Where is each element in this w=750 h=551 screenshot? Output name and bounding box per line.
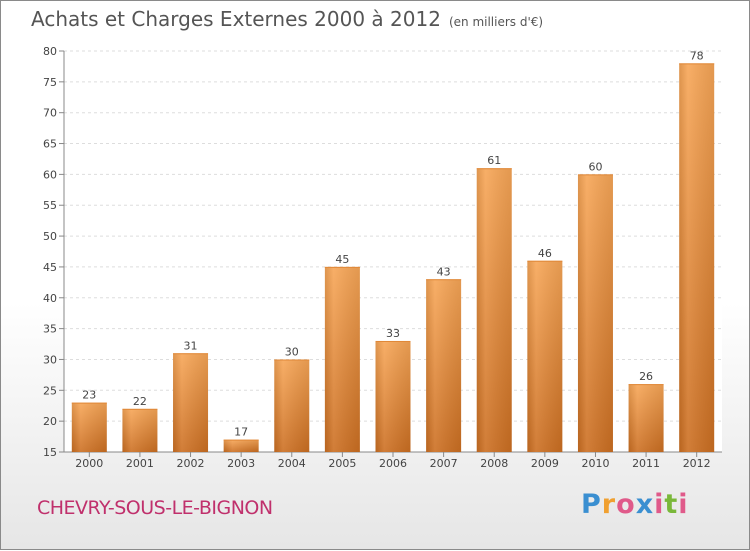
logo-letter: r [601, 489, 617, 520]
data-label: 78 [690, 49, 704, 62]
y-tick-label: 40 [43, 292, 57, 305]
bar-shade-2000 [71, 402, 107, 452]
bar-shade-2003 [223, 439, 259, 452]
data-label: 30 [285, 345, 299, 358]
logo-letter: t [664, 489, 679, 520]
y-tick-label: 65 [43, 138, 57, 151]
logo-letter: P [581, 489, 602, 520]
bar-shade-2010 [577, 174, 613, 452]
y-tick-label: 35 [43, 323, 57, 336]
x-tick-label: 2008 [480, 457, 508, 470]
logo-letter: x [635, 489, 655, 520]
bar-shade-2011 [628, 384, 664, 452]
x-tick-label: 2012 [683, 457, 711, 470]
bar-shade-2005 [324, 266, 360, 452]
bar-shade-2002 [173, 353, 209, 452]
bar-shade-2009 [527, 260, 563, 452]
data-label: 60 [588, 160, 602, 173]
logo-letter: i [678, 489, 689, 520]
x-tick-label: 2000 [75, 457, 103, 470]
bar-shade-2012 [679, 63, 715, 452]
x-tick-label: 2011 [632, 457, 660, 470]
y-tick-label: 55 [43, 199, 57, 212]
x-tick-label: 2004 [278, 457, 306, 470]
data-labels: 23 22 31 17 30 45 33 43 61 46 60 26 78 [82, 49, 703, 438]
x-tick-label: 2007 [430, 457, 458, 470]
proxiti-logo: Proxiti [581, 489, 689, 520]
bar-shade-2006 [375, 340, 411, 452]
data-label: 46 [538, 247, 552, 260]
data-label: 33 [386, 327, 400, 340]
x-tick-label: 2005 [328, 457, 356, 470]
chart-unit: (en milliers d'€) [448, 15, 544, 29]
y-tick-label: 70 [43, 107, 57, 120]
bar-shade-2008 [476, 168, 512, 452]
bars [71, 63, 715, 452]
data-label: 17 [234, 426, 248, 439]
y-tick-label: 50 [43, 230, 57, 243]
y-tick-label: 15 [43, 446, 57, 459]
logo-letter: o [616, 489, 636, 520]
y-tick-label: 80 [43, 45, 57, 58]
x-tick-label: 2010 [581, 457, 609, 470]
data-label: 31 [184, 339, 198, 352]
y-tick-label: 60 [43, 168, 57, 181]
data-label: 22 [133, 395, 147, 408]
chart-title-text: Achats et Charges Externes 2000 à 2012 [31, 7, 441, 31]
data-label: 23 [82, 389, 96, 402]
x-tick-label: 2002 [177, 457, 205, 470]
x-tick-label: 2001 [126, 457, 154, 470]
y-tick-label: 75 [43, 76, 57, 89]
y-tick-label: 25 [43, 384, 57, 397]
data-label: 61 [487, 154, 501, 167]
data-label: 43 [437, 265, 451, 278]
bar-shade-2004 [274, 359, 310, 452]
y-tick-label: 20 [43, 415, 57, 428]
bar-shade-2001 [122, 408, 158, 452]
data-label: 45 [335, 253, 349, 266]
bar-shade-2007 [426, 279, 462, 452]
location-name: CHEVRY-SOUS-LE-BIGNON [37, 497, 273, 519]
logo-letter: i [654, 489, 665, 520]
y-tick-label: 30 [43, 353, 57, 366]
data-label: 26 [639, 370, 653, 383]
x-tick-label: 2006 [379, 457, 407, 470]
x-tick-label: 2003 [227, 457, 255, 470]
chart-title: Achats et Charges Externes 2000 à 2012 (e… [31, 7, 543, 31]
y-tick-label: 45 [43, 261, 57, 274]
x-tick-label: 2009 [531, 457, 559, 470]
